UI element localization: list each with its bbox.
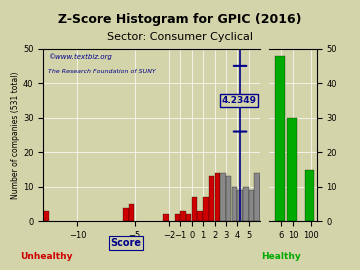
Text: Z-Score Histogram for GPIC (2016): Z-Score Histogram for GPIC (2016) bbox=[58, 14, 302, 26]
Text: Sector: Consumer Cyclical: Sector: Consumer Cyclical bbox=[107, 32, 253, 42]
Bar bbox=[197, 211, 203, 221]
Bar bbox=[287, 118, 297, 221]
Bar bbox=[277, 201, 283, 221]
Bar bbox=[203, 197, 208, 221]
Bar bbox=[180, 211, 186, 221]
Bar bbox=[186, 214, 192, 221]
Bar bbox=[346, 211, 351, 221]
Bar bbox=[329, 211, 334, 221]
Bar bbox=[305, 170, 314, 221]
Bar bbox=[209, 177, 214, 221]
Bar bbox=[317, 204, 323, 221]
Bar bbox=[237, 190, 243, 221]
Bar bbox=[249, 190, 254, 221]
Text: Score: Score bbox=[111, 238, 141, 248]
Y-axis label: Number of companies (531 total): Number of companies (531 total) bbox=[11, 71, 20, 199]
Text: Healthy: Healthy bbox=[261, 252, 301, 261]
Bar bbox=[129, 204, 134, 221]
Bar bbox=[163, 214, 168, 221]
Bar bbox=[294, 204, 300, 221]
Bar bbox=[215, 173, 220, 221]
Bar bbox=[175, 214, 180, 221]
Bar bbox=[243, 187, 248, 221]
Bar bbox=[312, 201, 317, 221]
Bar bbox=[275, 56, 285, 221]
Bar bbox=[266, 201, 271, 221]
Bar bbox=[226, 177, 231, 221]
Text: ©www.textbiz.org: ©www.textbiz.org bbox=[48, 54, 111, 60]
Bar bbox=[231, 187, 237, 221]
Text: 4.2349: 4.2349 bbox=[221, 96, 256, 105]
Bar bbox=[43, 211, 49, 221]
Bar bbox=[220, 173, 226, 221]
Bar bbox=[289, 201, 294, 221]
Bar bbox=[300, 204, 306, 221]
Bar bbox=[255, 173, 260, 221]
Bar bbox=[323, 197, 329, 221]
Bar bbox=[283, 201, 288, 221]
Text: The Research Foundation of SUNY: The Research Foundation of SUNY bbox=[48, 69, 155, 74]
Text: Unhealthy: Unhealthy bbox=[21, 252, 73, 261]
Bar bbox=[123, 208, 129, 221]
Bar bbox=[306, 170, 311, 221]
Bar bbox=[272, 197, 277, 221]
Bar bbox=[260, 177, 266, 221]
Bar bbox=[334, 208, 340, 221]
Bar bbox=[340, 211, 346, 221]
Bar bbox=[192, 197, 197, 221]
